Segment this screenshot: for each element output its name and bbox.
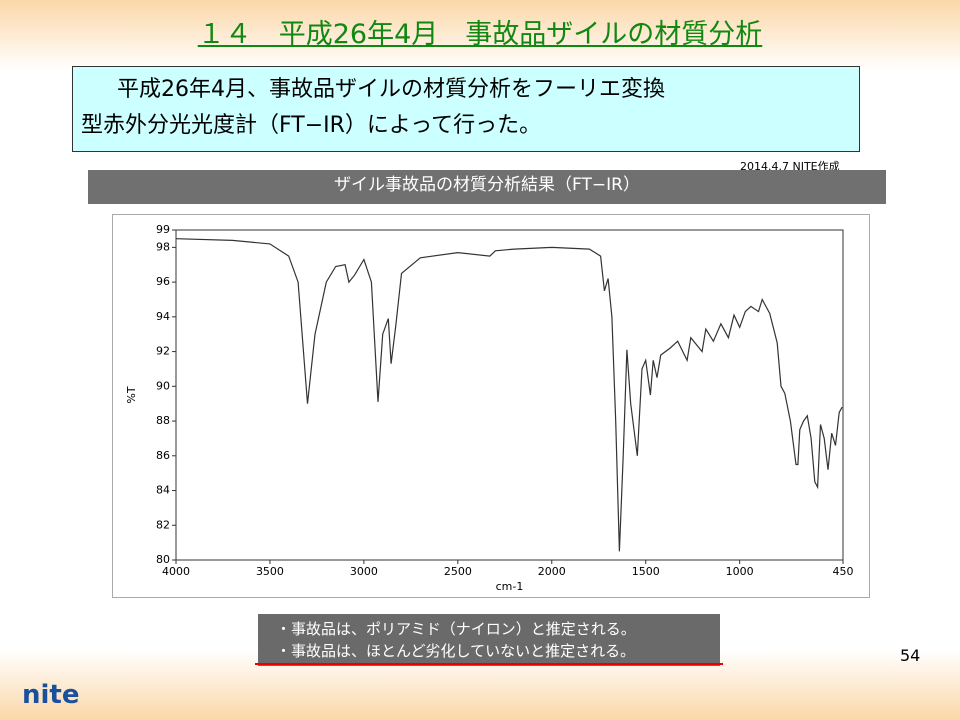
page-number: 54 xyxy=(900,646,921,665)
x-tick-label: 2000 xyxy=(538,565,566,578)
y-tick-label: 88 xyxy=(156,414,170,427)
y-axis-label: %T xyxy=(125,386,138,403)
chart-frame xyxy=(112,214,870,598)
credit: 2014.4.7 NITE作成 xyxy=(740,160,840,173)
spectrum-line xyxy=(175,238,843,552)
x-tick-label: 450 xyxy=(833,565,854,578)
x-tick-label: 1000 xyxy=(726,565,754,578)
chart-title: ザイル事故品の材質分析結果（FT−IR） xyxy=(88,170,886,204)
x-tick-label: 2500 xyxy=(444,565,472,578)
summary-line: 平成26年4月、事故品ザイルの材質分析をフーリエ変換 xyxy=(117,77,665,102)
y-tick-label: 94 xyxy=(156,310,170,323)
y-tick-label: 92 xyxy=(156,345,170,358)
x-tick-label: 3000 xyxy=(350,565,378,578)
y-tick-label: 90 xyxy=(156,379,170,392)
bullet: ・事故品は、ほとんど劣化していないと推定される。 xyxy=(276,642,636,660)
y-tick-label: 84 xyxy=(156,484,170,497)
slide-title: １４ 平成26年4月 事故品ザイルの材質分析 xyxy=(197,19,763,50)
x-axis-label: cm-1 xyxy=(496,580,524,593)
summary-line: 型赤外分光光度計（FT−IR）によって行った。 xyxy=(81,113,542,138)
summary-box: 平成26年4月、事故品ザイルの材質分析をフーリエ変換型赤外分光光度計（FT−IR… xyxy=(72,66,860,152)
x-tick-label: 1500 xyxy=(632,565,660,578)
underline xyxy=(255,663,723,665)
y-tick-label: 86 xyxy=(156,449,170,462)
y-tick-label: 80 xyxy=(156,553,170,566)
y-tick-label: 99 xyxy=(156,223,170,236)
y-tick-label: 98 xyxy=(156,240,170,253)
x-tick-label: 4000 xyxy=(162,565,190,578)
logo: nite xyxy=(22,680,80,710)
x-tick-label: 3500 xyxy=(256,565,284,578)
plot-border xyxy=(175,229,844,561)
y-tick-label: 96 xyxy=(156,275,170,288)
y-tick-label: 82 xyxy=(156,518,170,531)
conclusion-box: ・事故品は、ポリアミド（ナイロン）と推定される。 ・事故品は、ほとんど劣化していな… xyxy=(258,614,720,666)
bullet: ・事故品は、ポリアミド（ナイロン）と推定される。 xyxy=(276,620,636,638)
